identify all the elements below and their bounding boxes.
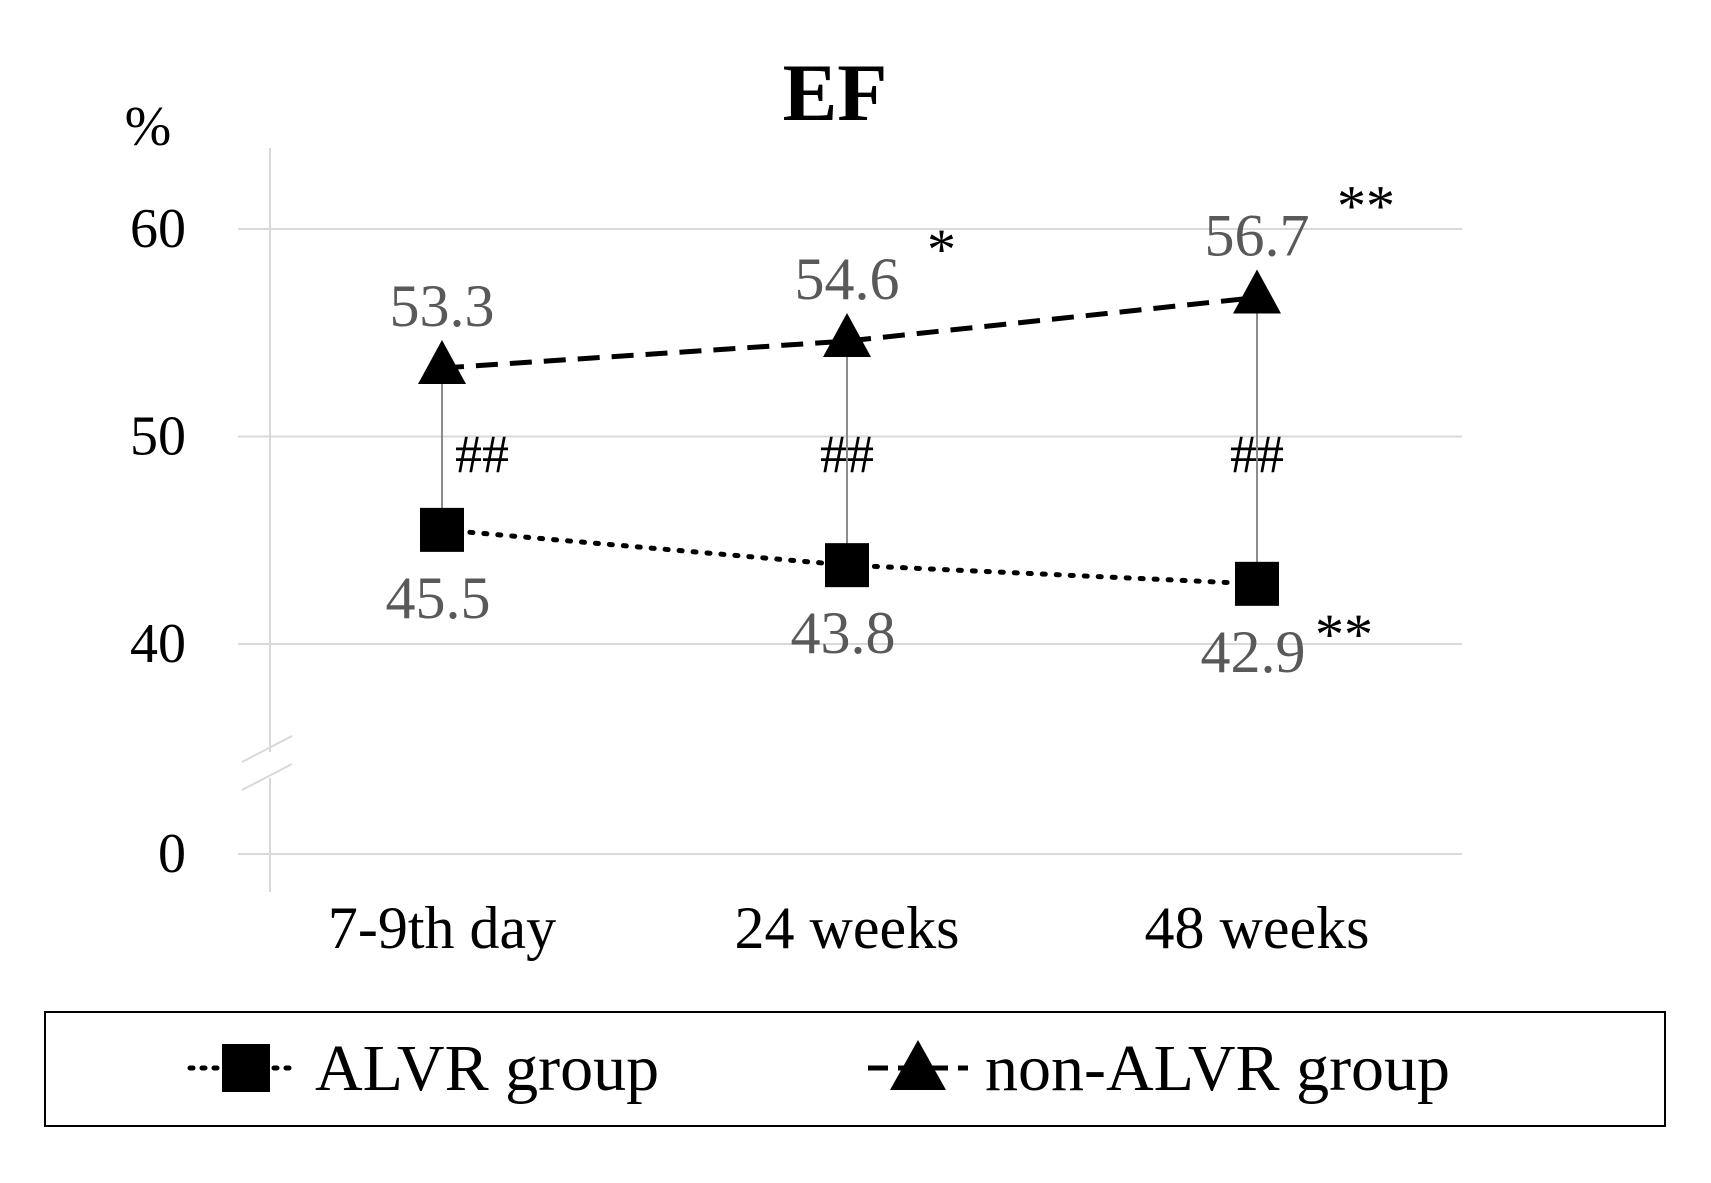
legend-box [44,1011,1666,1127]
alvr-point [825,543,869,588]
legend-triangle-marker [890,1040,946,1090]
data-label-non-alvr: 53.3 [390,273,495,339]
data-label-non-alvr: 56.7 [1205,202,1310,268]
significance-mark-non-alvr: ** [1337,173,1395,238]
significance-mark-alvr: ** [1315,602,1373,667]
x-tick-labels: 7-9th day 24 weeks 48 weeks [328,895,1370,961]
series-line-non-alvr [441,294,1258,371]
axis-break-mark [241,735,293,763]
y-tick-labels: 60 50 40 0 [130,198,186,885]
x-tick-label: 7-9th day [328,895,556,961]
between-group-mark: ## [455,424,509,484]
chart-title: EF [783,47,888,138]
between-group-mark: ## [1230,424,1284,484]
legend-item-alvr: ALVR group [187,1032,659,1105]
alvr-point [420,507,464,552]
alvr-point [1235,561,1279,606]
y-axis-unit: % [125,96,172,158]
x-tick-label: 24 weeks [735,895,960,961]
non-alvr-point [1233,269,1281,314]
significance-mark-non-alvr: * [927,217,956,282]
data-labels: 53.345.554.6 *43.856.7 **42.9 ** [386,173,1396,684]
y-tick-label: 40 [130,613,186,675]
x-tick-label: 48 weeks [1145,895,1370,961]
data-label-alvr: 45.5 [386,565,491,631]
between-group-connectors: ## ## ## [441,311,1284,570]
y-tick-label: 0 [158,823,186,885]
y-tick-label: 50 [130,406,186,468]
data-label-alvr: 42.9 [1201,619,1306,685]
non-alvr-point [418,340,466,385]
data-label-alvr: 43.8 [791,600,896,666]
between-group-mark: ## [820,424,874,484]
legend-item-non-alvr: non-ALVR group [868,1032,1450,1105]
legend-label-alvr: ALVR group [315,1032,659,1105]
legend: ALVR group non-ALVR group [44,1011,1666,1127]
series [418,269,1281,606]
y-tick-label: 60 [130,198,186,260]
legend-square-marker [222,1044,270,1092]
data-label-non-alvr: 54.6 [795,246,900,312]
axis-break-mark [241,763,293,791]
non-alvr-point [823,313,871,358]
legend-label-non-alvr: non-ALVR group [985,1032,1450,1105]
